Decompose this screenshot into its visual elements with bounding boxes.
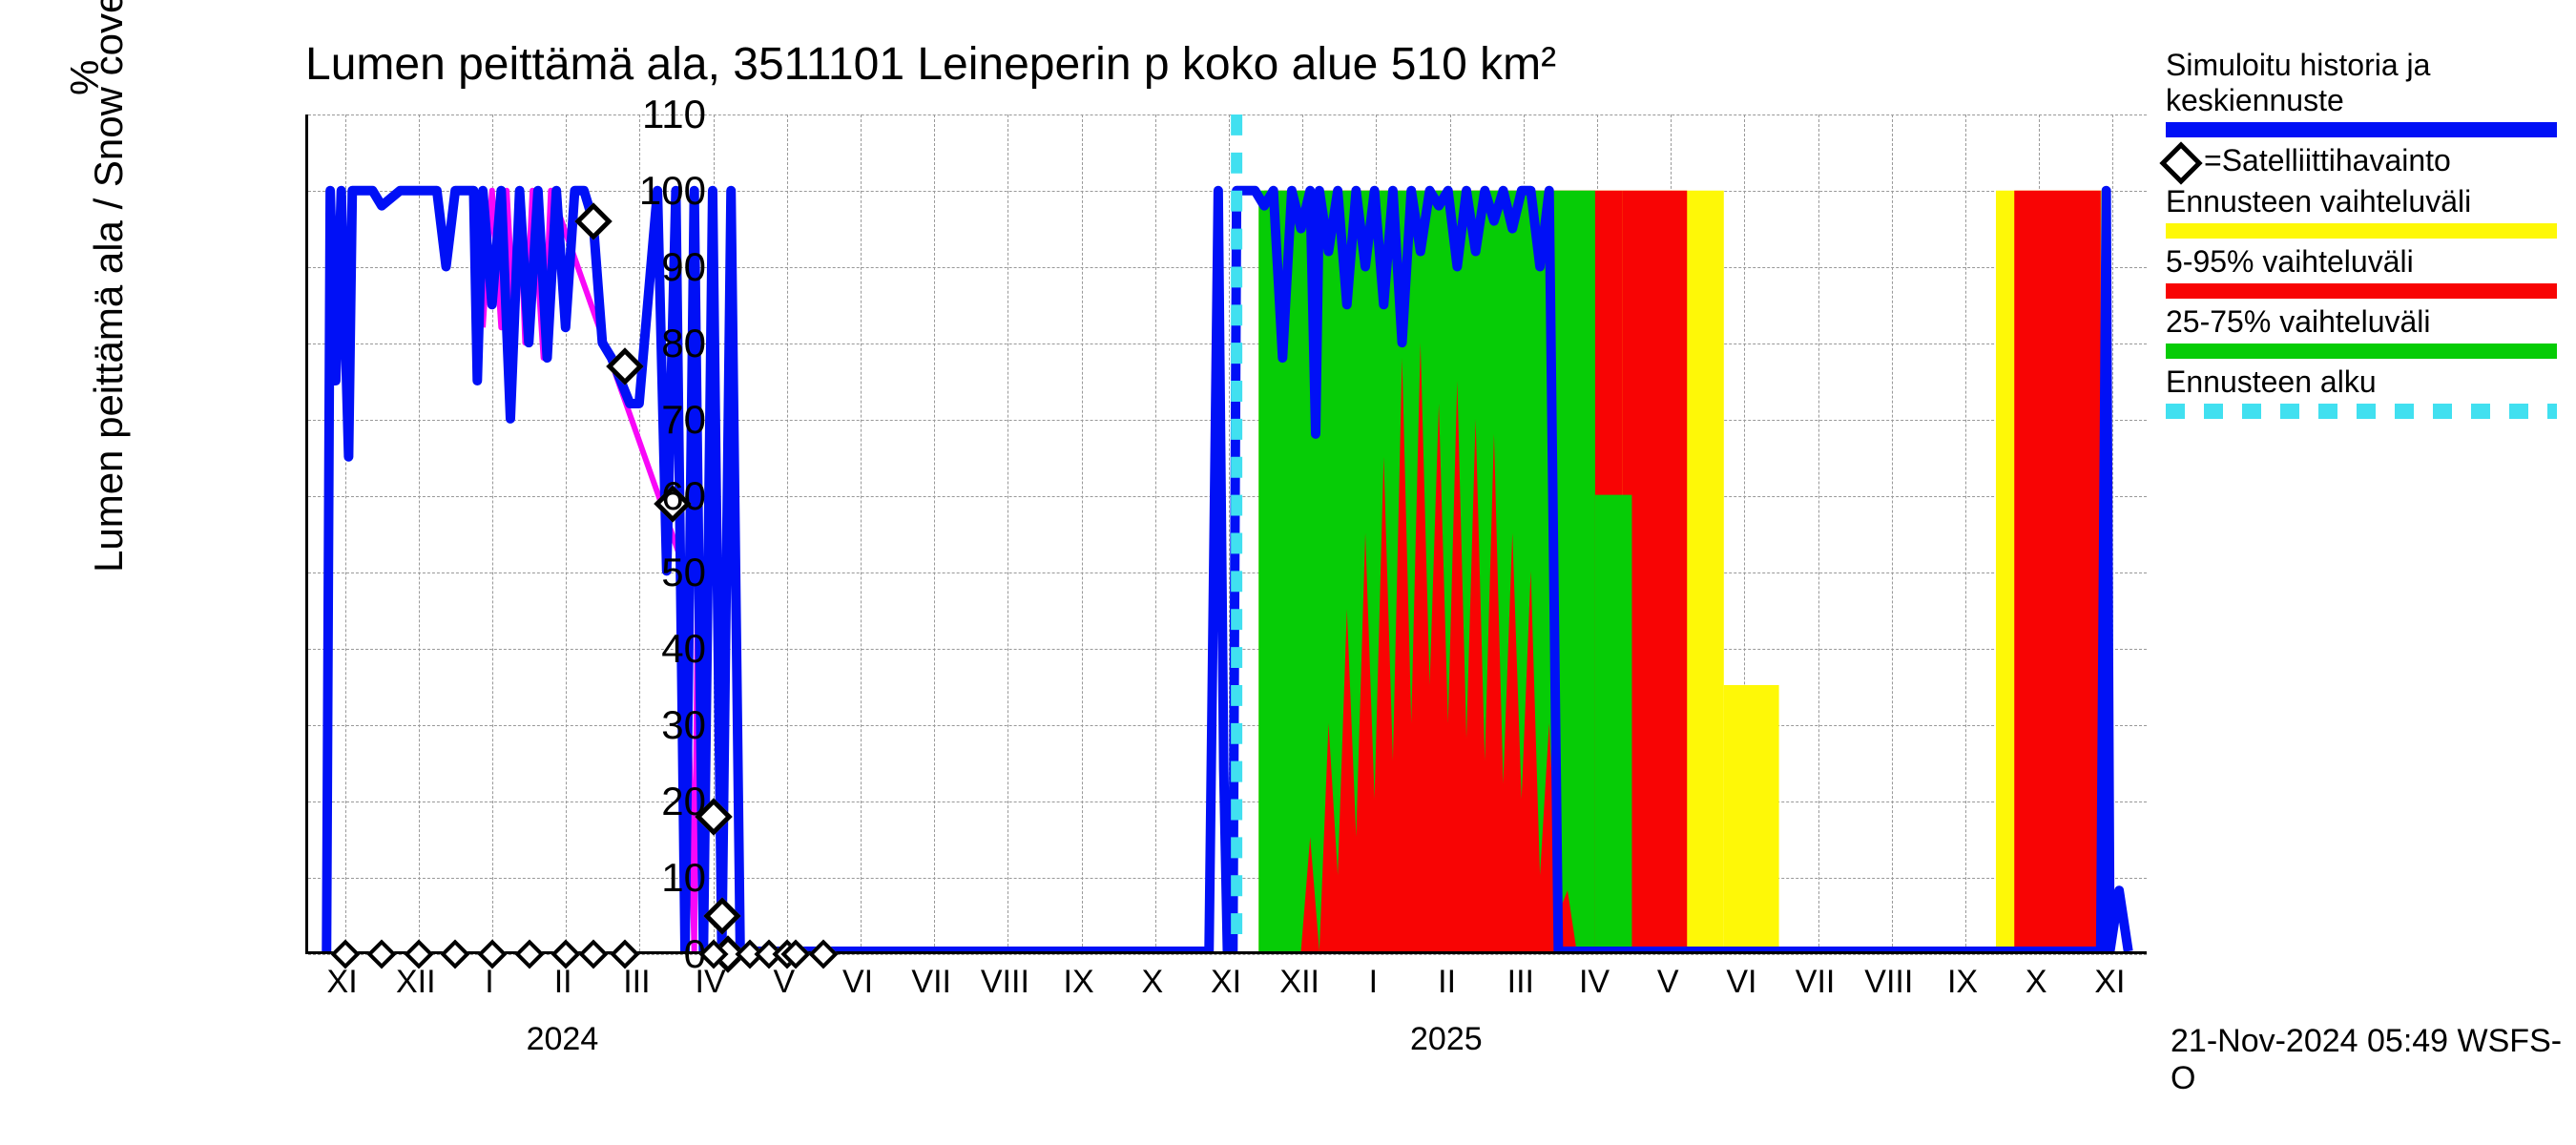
x-tick-label: IV <box>696 964 726 1001</box>
x-tick-label: V <box>1657 964 1679 1001</box>
x-tick-label: VIII <box>1864 964 1913 1001</box>
y-tick-label: 50 <box>611 550 706 595</box>
x-tick-label: IV <box>1579 964 1610 1001</box>
legend-item: Ennusteen vaihteluväli <box>2166 184 2557 239</box>
legend-swatch <box>2166 122 2557 137</box>
legend-item: 25-75% vaihteluväli <box>2166 304 2557 359</box>
y-tick-label: 30 <box>611 702 706 748</box>
x-tick-label: X <box>1141 964 1163 1001</box>
legend-item: =Satelliittihavainto <box>2166 143 2557 178</box>
x-tick-label: V <box>773 964 795 1001</box>
x-tick-label: XII <box>396 964 436 1001</box>
legend: Simuloitu historia ja keskiennuste =Satel… <box>2166 48 2557 425</box>
x-tick-label: III <box>1507 964 1534 1001</box>
footer-timestamp: 21-Nov-2024 05:49 WSFS-O <box>2171 1023 2576 1097</box>
x-tick-label: XI <box>327 964 358 1001</box>
y-tick-label: 80 <box>611 321 706 366</box>
y-tick-label: 70 <box>611 397 706 443</box>
y-tick-label: 110 <box>611 92 706 137</box>
plot-area <box>305 114 2147 954</box>
y-tick-label: 40 <box>611 626 706 672</box>
y-axis-label: Lumen peittämä ala / Snow cover area <box>86 0 132 572</box>
x-tick-label: VII <box>1796 964 1836 1001</box>
legend-swatch <box>2166 344 2557 359</box>
x-tick-label: VII <box>911 964 951 1001</box>
x-tick-label: II <box>554 964 572 1001</box>
legend-item: Simuloitu historia ja keskiennuste <box>2166 48 2557 137</box>
x-tick-label: III <box>623 964 650 1001</box>
y-tick-label: 20 <box>611 779 706 824</box>
x-tick-label: I <box>1369 964 1378 1001</box>
snow-cover-chart: Lumen peittämä ala, 3511101 Leineperin p… <box>0 0 2576 1145</box>
legend-swatch <box>2166 283 2557 299</box>
x-tick-label: VIII <box>981 964 1029 1001</box>
x-year-label: 2024 <box>527 1021 599 1058</box>
legend-swatch <box>2166 223 2557 239</box>
legend-item: Ennusteen alku <box>2166 364 2557 419</box>
y-tick-label: 100 <box>611 168 706 214</box>
legend-swatch <box>2166 404 2557 419</box>
y-tick-label: 90 <box>611 244 706 290</box>
x-tick-label: VI <box>842 964 873 1001</box>
diamond-icon <box>2159 141 2202 184</box>
x-tick-label: I <box>485 964 493 1001</box>
y-tick-label: 10 <box>611 855 706 901</box>
chart-title: Lumen peittämä ala, 3511101 Leineperin p… <box>305 38 1556 91</box>
legend-item: 5-95% vaihteluväli <box>2166 244 2557 299</box>
x-tick-label: XII <box>1279 964 1319 1001</box>
x-tick-label: IX <box>1947 964 1978 1001</box>
x-tick-label: X <box>2025 964 2047 1001</box>
x-tick-label: II <box>1438 964 1456 1001</box>
x-tick-label: IX <box>1064 964 1094 1001</box>
x-tick-label: VI <box>1726 964 1756 1001</box>
y-tick-label: 60 <box>611 473 706 519</box>
x-tick-label: XI <box>1211 964 1241 1001</box>
x-year-label: 2025 <box>1410 1021 1483 1058</box>
x-tick-label: XI <box>2094 964 2125 1001</box>
